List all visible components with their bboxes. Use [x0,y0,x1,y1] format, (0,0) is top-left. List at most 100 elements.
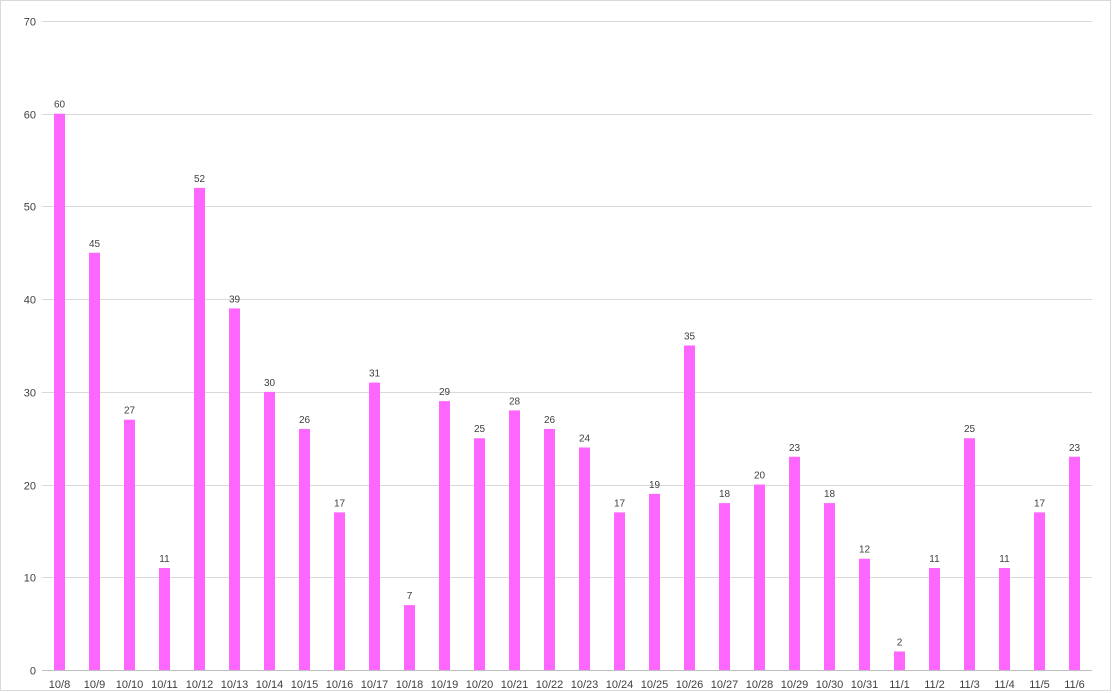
x-tick-label-10/21: 10/21 [501,679,529,691]
data-label-11/5: 17 [1034,498,1046,509]
bar-10/23 [579,447,590,670]
data-label-10/31: 12 [859,545,871,556]
bar-10/28 [754,484,765,670]
data-label-10/25: 19 [649,480,661,491]
x-tick-label-10/22: 10/22 [536,679,564,691]
y-tick-label: 10 [24,573,36,585]
data-label-10/22: 26 [544,415,556,426]
bar-10/24 [614,512,625,670]
bar-11/6 [1069,456,1080,670]
y-axis: 0 10 20 30 40 50 60 70 [24,17,36,678]
bar-10/15 [299,428,310,670]
x-tick-label-10/17: 10/17 [361,679,389,691]
y-tick-label: 30 [24,388,36,400]
y-tick-label: 70 [24,17,36,29]
y-tick-label: 40 [24,295,36,307]
x-tick-label-10/13: 10/13 [221,679,249,691]
x-tick-label-10/8: 10/8 [49,679,70,691]
bar-10/9 [89,252,100,671]
data-label-10/19: 29 [439,387,451,398]
x-tick-label-11/1: 11/1 [889,679,910,691]
data-label-10/27: 18 [719,489,731,500]
x-tick-label-11/4: 11/4 [994,679,1015,691]
data-label-10/28: 20 [754,471,766,482]
data-label-10/30: 18 [824,489,836,500]
bar-11/2 [929,568,940,670]
x-tick-label-10/10: 10/10 [116,679,144,691]
bar-11/4 [999,568,1010,670]
bar-10/22 [544,428,555,670]
bars [54,113,1080,671]
bar-10/18 [404,605,415,670]
x-tick-label-11/3: 11/3 [959,679,980,691]
bar-10/29 [789,456,800,670]
x-tick-label-10/20: 10/20 [466,679,494,691]
data-label-11/4: 11 [999,554,1010,565]
data-label-11/3: 25 [964,424,976,435]
gridlines [42,21,1092,671]
data-label-10/24: 17 [614,498,626,509]
y-tick-label: 0 [30,666,36,678]
x-axis: 10/8 10/9 10/10 10/11 10/12 10/13 10/14 10/15 10… [49,679,1085,691]
data-label-11/6: 23 [1069,443,1081,454]
x-tick-label-11/5: 11/5 [1029,679,1050,691]
y-tick-label: 20 [24,481,36,493]
x-tick-label-11/2: 11/2 [924,679,945,691]
bar-10/31 [859,558,870,670]
data-label-10/21: 28 [509,396,521,407]
bar-11/1 [894,651,905,670]
x-tick-label-10/16: 10/16 [326,679,354,691]
x-tick-label-10/18: 10/18 [396,679,424,691]
bar-10/30 [824,503,835,670]
bar-10/16 [334,512,345,670]
x-tick-label-10/12: 10/12 [186,679,214,691]
data-label-10/12: 52 [194,174,206,185]
data-labels: 60 45 27 11 52 39 30 26 17 31 7 29 25 28 26 24 17 19 35 18 2… [54,100,1081,649]
data-label-10/23: 24 [579,433,591,444]
x-tick-label-10/28: 10/28 [746,679,774,691]
bar-10/20 [474,438,485,670]
data-label-10/11: 11 [159,554,170,565]
bar-10/14 [264,391,275,670]
bar-10/10 [124,419,135,670]
x-tick-label-10/31: 10/31 [851,679,879,691]
data-label-10/26: 35 [684,332,696,343]
bar-11/3 [964,438,975,670]
bar-10/11 [159,568,170,670]
bar-10/25 [649,493,660,670]
x-tick-label-10/26: 10/26 [676,679,704,691]
bar-10/19 [439,401,450,670]
bar-11/5 [1034,512,1045,670]
data-label-10/15: 26 [299,415,311,426]
bar-10/27 [719,503,730,670]
data-label-11/1: 2 [897,637,903,648]
y-tick-label: 50 [24,202,36,214]
x-tick-label-10/27: 10/27 [711,679,739,691]
data-label-10/14: 30 [264,378,276,389]
x-tick-label-10/11: 10/11 [151,679,178,691]
x-tick-label-10/30: 10/30 [816,679,844,691]
bar-10/26 [684,345,695,670]
data-label-11/2: 11 [929,554,940,565]
y-tick-label: 60 [24,110,36,122]
bar-10/21 [509,410,520,670]
data-label-10/9: 45 [89,239,101,250]
x-tick-label-10/29: 10/29 [781,679,809,691]
data-label-10/8: 60 [54,100,66,111]
data-label-10/20: 25 [474,424,486,435]
data-label-10/17: 31 [369,369,381,380]
x-tick-label-10/25: 10/25 [641,679,669,691]
bar-10/12 [194,187,205,670]
data-label-10/18: 7 [407,591,413,602]
data-label-10/29: 23 [789,443,801,454]
x-tick-label-10/15: 10/15 [291,679,319,691]
bar-10/13 [229,308,240,670]
data-label-10/10: 27 [124,406,136,417]
x-tick-label-10/14: 10/14 [256,679,284,691]
x-tick-label-10/23: 10/23 [571,679,599,691]
x-tick-label-10/19: 10/19 [431,679,459,691]
x-tick-label-11/6: 11/6 [1064,679,1085,691]
data-label-10/13: 39 [229,294,241,305]
